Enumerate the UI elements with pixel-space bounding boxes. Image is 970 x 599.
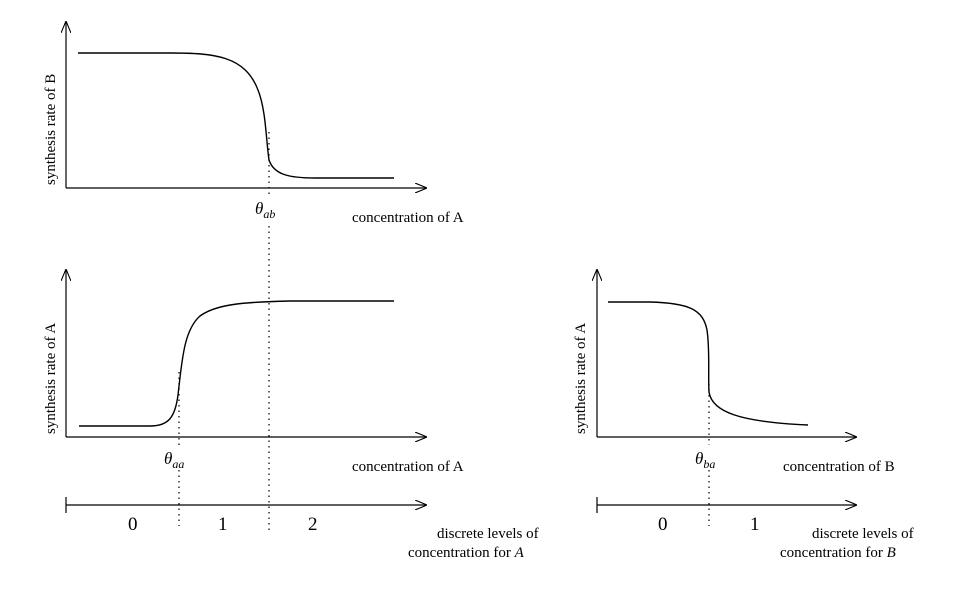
top-x-label: concentration of A bbox=[352, 210, 464, 226]
levels-left-caption-var: A bbox=[514, 545, 525, 561]
level-left-1: 1 bbox=[218, 514, 228, 535]
levels-left-axis: 0 1 2 discrete levels of concentration f… bbox=[65, 497, 539, 561]
levels-left-caption-text: concentration for bbox=[408, 545, 515, 561]
levels-right-axis: 0 1 discrete levels of concentration for… bbox=[596, 497, 914, 561]
right-curve bbox=[608, 301, 809, 426]
theta-ba-label: θba bbox=[695, 449, 715, 471]
level-right-0: 0 bbox=[658, 514, 668, 535]
theta-ab-symbol: θ bbox=[255, 199, 263, 218]
theta-ba-subscript: ba bbox=[703, 457, 715, 471]
levels-right-caption-2: concentration for B bbox=[780, 545, 896, 561]
theta-aa-label: θaa bbox=[164, 449, 184, 471]
levels-right-caption-1: discrete levels of bbox=[812, 526, 914, 542]
theta-ba-symbol: θ bbox=[695, 449, 703, 468]
middle-curve bbox=[79, 300, 394, 427]
right-panel: synthesis rate of A concentration of B θ… bbox=[573, 270, 895, 475]
top-curve bbox=[78, 52, 394, 179]
level-right-1: 1 bbox=[750, 514, 760, 535]
levels-left-caption-1: discrete levels of bbox=[437, 526, 539, 542]
levels-right-caption-var: B bbox=[887, 545, 896, 561]
theta-aa-subscript: aa bbox=[172, 457, 184, 471]
levels-left-caption-2: concentration for A bbox=[408, 545, 525, 561]
right-x-label: concentration of B bbox=[783, 459, 895, 475]
middle-x-label: concentration of A bbox=[352, 459, 464, 475]
middle-y-label: synthesis rate of A bbox=[43, 323, 59, 434]
levels-right-caption-text: concentration for bbox=[780, 545, 887, 561]
level-left-2: 2 bbox=[308, 514, 318, 535]
top-panel: synthesis rate of B concentration of A θ… bbox=[43, 22, 464, 226]
theta-ab-subscript: ab bbox=[263, 207, 275, 221]
middle-panel: synthesis rate of A concentration of A θ… bbox=[43, 270, 464, 475]
theta-aa-symbol: θ bbox=[164, 449, 172, 468]
theta-ab-label: θab bbox=[255, 199, 275, 221]
right-y-label: synthesis rate of A bbox=[573, 323, 589, 434]
level-left-0: 0 bbox=[128, 514, 138, 535]
top-y-label: synthesis rate of B bbox=[43, 74, 59, 185]
